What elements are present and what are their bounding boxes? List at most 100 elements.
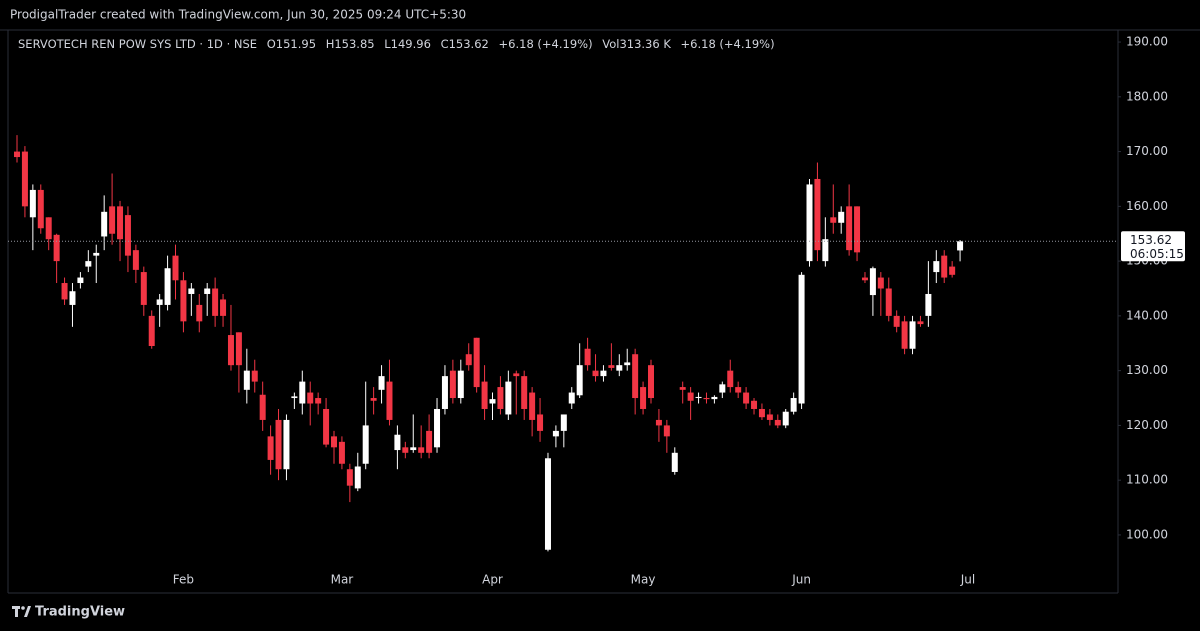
candle-body bbox=[893, 315, 900, 327]
candle-body bbox=[124, 215, 131, 256]
candle-body bbox=[457, 370, 464, 399]
candle-body bbox=[69, 291, 76, 305]
candle-body bbox=[529, 392, 536, 420]
x-tick-label: Mar bbox=[331, 573, 354, 587]
y-tick-label: 110.00 bbox=[1126, 473, 1168, 487]
candle-body bbox=[331, 436, 337, 448]
candle-body bbox=[727, 370, 734, 388]
candle-body bbox=[560, 414, 567, 431]
candle-body bbox=[774, 419, 781, 426]
candle-body bbox=[489, 399, 496, 404]
candle-body bbox=[719, 384, 726, 393]
candle-body bbox=[243, 370, 250, 390]
x-tick-label: Feb bbox=[173, 573, 194, 587]
candle-body bbox=[869, 268, 876, 296]
candle-body bbox=[782, 411, 789, 426]
candle-body bbox=[648, 365, 654, 399]
close-value: 153.62 bbox=[449, 37, 489, 51]
candle-body bbox=[703, 398, 710, 400]
candle-body bbox=[957, 241, 964, 251]
candle-body bbox=[576, 365, 583, 396]
candle-body bbox=[655, 419, 662, 426]
candle-body bbox=[735, 387, 742, 393]
candle-body bbox=[663, 425, 670, 437]
candle-body bbox=[766, 414, 773, 420]
x-tick-label: Apr bbox=[482, 573, 503, 587]
candle-body bbox=[212, 288, 219, 316]
candle-body bbox=[346, 469, 353, 486]
candle-body bbox=[156, 299, 163, 305]
candle-body bbox=[537, 414, 544, 431]
candle-body bbox=[180, 280, 187, 322]
candle-body bbox=[830, 217, 837, 223]
candle-body bbox=[109, 206, 116, 234]
candle-body bbox=[21, 151, 28, 207]
candle-body bbox=[497, 387, 504, 409]
candle-body bbox=[370, 398, 377, 401]
candle-body bbox=[172, 255, 179, 281]
candle-body bbox=[14, 151, 20, 158]
candle-body bbox=[307, 392, 314, 404]
candle-body bbox=[901, 321, 908, 349]
candle-body bbox=[592, 370, 599, 377]
candle-body bbox=[299, 381, 306, 404]
candle-body bbox=[838, 211, 845, 223]
candle-body bbox=[235, 332, 242, 366]
candle-body bbox=[521, 376, 528, 409]
candle-body bbox=[933, 261, 940, 273]
candle-body bbox=[758, 408, 765, 418]
logo-part bbox=[24, 606, 31, 617]
candle-body bbox=[394, 434, 401, 451]
candle-body bbox=[449, 370, 456, 399]
candle-body bbox=[227, 335, 234, 366]
volume-value: 313.36 K bbox=[619, 37, 671, 51]
candle-body bbox=[29, 189, 36, 218]
candle-body bbox=[790, 398, 797, 412]
candle-body bbox=[544, 458, 551, 550]
last-price-box bbox=[1121, 231, 1185, 262]
candle-body bbox=[426, 430, 433, 453]
candle-body bbox=[798, 274, 805, 404]
candle-body bbox=[402, 447, 409, 453]
candle-body bbox=[77, 277, 84, 284]
candle-body bbox=[338, 441, 345, 464]
candle-body bbox=[861, 277, 868, 281]
candle-body bbox=[93, 252, 100, 256]
candle-body bbox=[267, 436, 274, 460]
candle-body bbox=[846, 206, 853, 251]
candle-body bbox=[806, 184, 813, 262]
candle-body bbox=[354, 466, 361, 489]
low-value: 149.96 bbox=[391, 37, 431, 51]
candle-body bbox=[632, 354, 639, 399]
candle-body bbox=[671, 452, 678, 472]
countdown: 06:05:15 bbox=[1130, 247, 1184, 261]
candle-body bbox=[568, 392, 575, 404]
candle-body bbox=[362, 425, 369, 464]
candle-body bbox=[925, 293, 932, 316]
y-tick-label: 190.00 bbox=[1126, 35, 1168, 49]
candle-body bbox=[695, 396, 702, 399]
candle-body bbox=[552, 430, 559, 437]
candle-body bbox=[53, 234, 60, 262]
open-label: O bbox=[267, 37, 276, 51]
candle-body bbox=[220, 299, 227, 316]
logo-part bbox=[15, 606, 18, 617]
candle-body bbox=[251, 370, 258, 382]
high-value: 153.85 bbox=[334, 37, 374, 51]
candle-body bbox=[473, 337, 480, 388]
candle-body bbox=[877, 277, 884, 289]
volume-label: Vol bbox=[602, 37, 619, 51]
candle-body bbox=[164, 268, 171, 305]
candle-body bbox=[386, 381, 393, 420]
brand: TradingView bbox=[35, 605, 125, 620]
candle-body bbox=[711, 396, 718, 400]
candle-body bbox=[441, 376, 448, 409]
y-tick-label: 160.00 bbox=[1126, 199, 1168, 213]
tradingview-logo bbox=[12, 606, 31, 617]
candle-body bbox=[909, 321, 916, 349]
candle-body bbox=[465, 354, 472, 366]
candle-body bbox=[505, 381, 512, 415]
high-label: H bbox=[326, 37, 335, 51]
